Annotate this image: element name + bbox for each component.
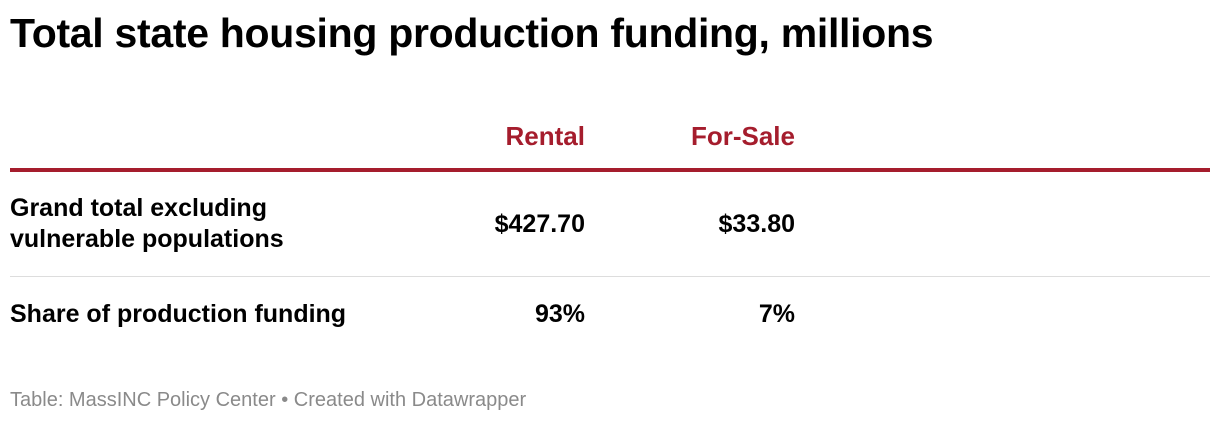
header-for-sale: For-Sale xyxy=(585,104,795,172)
table-row: Share of production funding 93% 7% xyxy=(10,277,1210,352)
row-spacer xyxy=(795,170,1210,277)
header-label-column xyxy=(10,104,385,172)
table-header-row: Rental For-Sale xyxy=(10,104,1210,172)
rental-value: $427.70 xyxy=(385,170,585,277)
footer-credit: Created with Datawrapper xyxy=(293,389,527,411)
rental-value: 93% xyxy=(534,299,585,328)
row-label: Share of production funding xyxy=(10,299,347,328)
data-table: Rental For-Sale Grand total excluding vu… xyxy=(10,104,1210,351)
chart-footer: Table: MassINC Policy Center • Created w… xyxy=(10,389,526,412)
footer-source: Table: MassINC Policy Center xyxy=(10,389,276,411)
for-sale-value: $33.80 xyxy=(585,170,795,277)
header-spacer xyxy=(795,104,1210,172)
table-row: Grand total excluding vulnerable populat… xyxy=(10,170,1210,277)
footer-separator: • xyxy=(281,389,289,411)
for-sale-value: 7% xyxy=(758,299,795,328)
row-spacer xyxy=(795,277,1210,352)
row-label: Grand total excluding vulnerable populat… xyxy=(10,170,385,277)
chart-title: Total state housing production funding, … xyxy=(10,10,934,56)
header-rental: Rental xyxy=(385,104,585,172)
